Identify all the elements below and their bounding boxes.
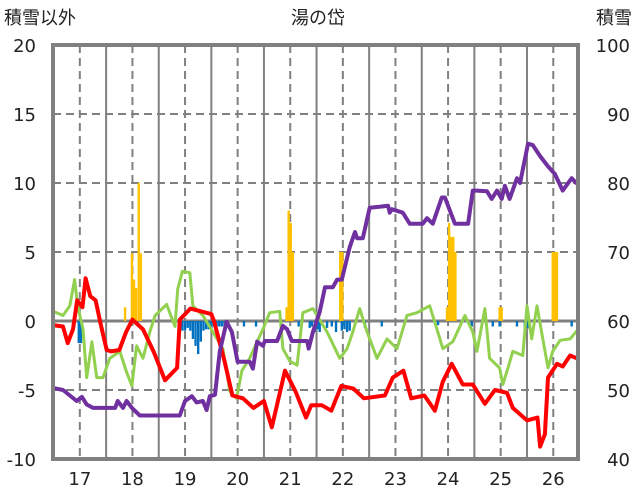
bar [341,252,344,321]
x-tick-label: 26 [542,469,565,490]
bar [553,252,557,321]
bar [330,321,333,327]
bars [77,183,573,355]
tick-labels: -10 -5 0 5 10 15 20 40 50 60 70 80 90 100 17 18 19 20 21 22… [7,36,630,490]
bar [204,321,208,330]
bar [134,287,138,321]
bar [218,321,221,327]
bar [340,321,343,331]
bar [500,307,503,321]
bar [445,307,449,321]
bar [310,321,314,327]
bar [123,307,127,321]
bar [452,236,455,321]
bar [220,321,224,327]
bar [526,321,529,328]
right-tick-label: 70 [607,243,630,264]
x-tick-label: 25 [489,469,512,490]
bar [297,321,300,327]
left-tick-label: 5 [25,243,36,264]
bar [454,252,457,321]
bar [194,321,197,346]
grid [53,45,578,459]
bar [570,321,573,327]
right-tick-label: 60 [607,312,630,333]
series-lines [52,141,579,449]
bar [197,321,200,355]
left-tick-label: 20 [13,36,36,57]
bar [447,223,451,321]
bar [254,321,258,327]
right-tick-label: 80 [607,174,630,195]
left-axis-label: 積雪以外 [4,8,76,29]
x-tick-label: 21 [279,469,302,490]
bar [79,321,83,344]
bar [291,252,295,321]
bar [210,321,213,328]
left-tick-label: -10 [7,450,36,471]
right-tick-label: 100 [596,36,630,57]
bar [325,321,329,328]
bar [202,321,205,331]
left-tick-label: -5 [18,381,36,402]
bar [139,253,143,321]
bar [189,321,192,331]
x-tick-label: 23 [384,469,407,490]
x-tick-label: 19 [174,469,197,490]
left-tick-label: 15 [13,105,36,126]
bar [186,321,189,328]
bar [348,321,351,331]
bar [551,252,554,321]
x-tick-label: 20 [226,469,249,490]
series-line [52,141,579,418]
bar [316,321,319,330]
x-tick-label: 24 [437,469,460,490]
x-tick-label: 17 [68,469,91,490]
bar [289,223,292,321]
bar [491,321,494,327]
left-tick-label: 0 [25,312,36,333]
x-tick-label: 22 [331,469,354,490]
bar [345,321,349,333]
bar [498,321,501,327]
bar [77,321,80,344]
bar [450,236,453,321]
bar [334,321,338,333]
bar [242,321,246,327]
chart-title: 湯の岱 [291,8,345,29]
bar [132,279,136,321]
x-tick-label: 18 [121,469,144,490]
bar [555,252,559,321]
bar [137,183,140,321]
bar [130,253,134,321]
bar [285,307,288,321]
bar [287,210,290,321]
series-line [52,276,578,449]
bar [191,321,195,339]
bar [308,321,311,328]
bar [199,321,203,342]
right-axis-label: 積雪 [596,8,632,29]
bar [181,321,184,331]
bar [470,321,473,327]
bar [343,321,346,330]
series-line [52,269,579,400]
right-tick-label: 40 [607,450,630,471]
right-tick-label: 90 [607,105,630,126]
bar [183,321,187,331]
plot-frame [51,43,580,461]
right-tick-label: 50 [607,381,630,402]
bar [318,321,321,333]
bar [515,321,519,327]
bar [380,321,383,327]
left-tick-label: 10 [13,174,36,195]
bar [436,321,440,326]
bar [339,252,342,321]
bar [498,307,501,321]
